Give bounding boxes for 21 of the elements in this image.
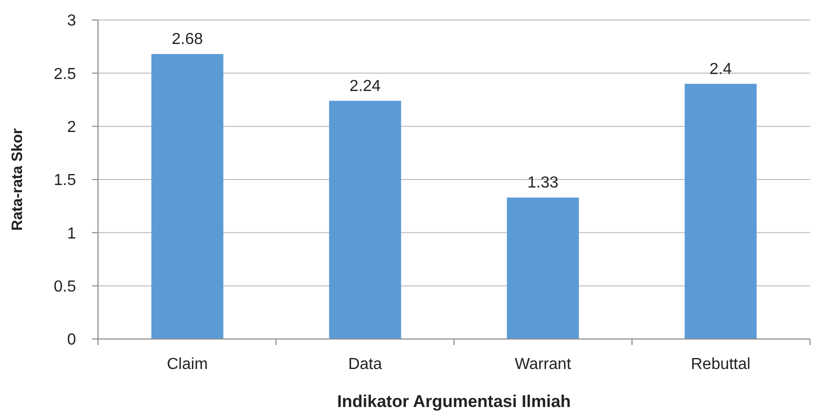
y-tick-label: 2 xyxy=(67,118,76,136)
x-tick-label: Claim xyxy=(166,356,208,373)
y-tick-label: 0.5 xyxy=(54,278,76,296)
y-axis-title: Rata-rata Skor xyxy=(9,128,26,231)
x-tick-label: Rebuttal xyxy=(690,356,750,373)
y-tick-label: 0 xyxy=(67,332,76,349)
data-label: 2.24 xyxy=(350,78,381,95)
bar xyxy=(506,198,579,339)
x-tick-label: Data xyxy=(348,356,382,373)
x-axis-title: Indikator Argumentasi Ilmiah xyxy=(337,392,571,411)
y-tick-label: 3 xyxy=(67,12,76,30)
bar xyxy=(684,84,757,339)
x-tick-label: Warrant xyxy=(514,356,572,373)
y-tick-label: 2.5 xyxy=(54,66,76,83)
data-label: 1.33 xyxy=(527,174,559,192)
bar xyxy=(329,100,402,339)
y-tick-label: 1 xyxy=(67,225,76,242)
data-label: 2.4 xyxy=(710,60,732,78)
data-label: 2.68 xyxy=(172,31,204,48)
y-tick-label: 1.5 xyxy=(54,172,76,190)
bar xyxy=(151,54,224,339)
